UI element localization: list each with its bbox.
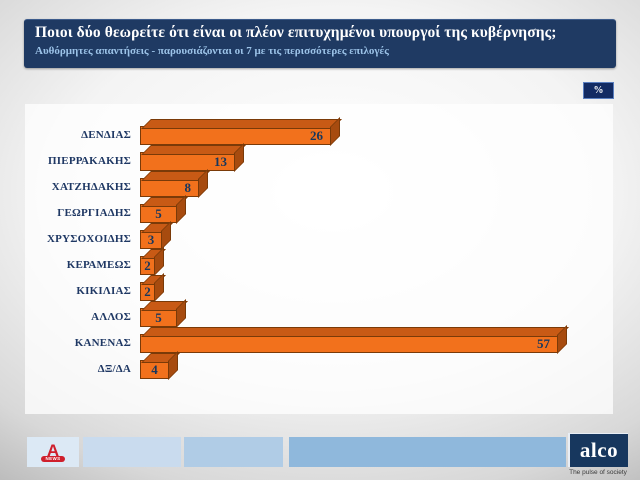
bar: 13 bbox=[140, 151, 235, 171]
alco-tagline: The pulse of society bbox=[569, 469, 627, 476]
chart-row: ΔΕΝΔΙΑΣ 26 bbox=[25, 122, 613, 148]
category-label: ΠΙΕΡΡΑΚΑΚΗΣ bbox=[48, 155, 131, 167]
category-label: ΚΑΝΕΝΑΣ bbox=[74, 337, 131, 349]
question-title-box: Ποιοι δύο θεωρείτε ότι είναι οι πλέον επ… bbox=[24, 19, 616, 68]
bar-chart: ΔΕΝΔΙΑΣ 26 ΠΙΕΡΡΑΚΑΚΗΣ 13 ΧΑΤΖΗΔΑΚΗΣ 8 ΓΕΩΡΓΙΑ… bbox=[25, 122, 613, 382]
bar-value: 2 bbox=[144, 283, 151, 299]
footer-segment-2 bbox=[83, 437, 181, 467]
category-label: ΧΡΥΣΟΧΟΙΔΗΣ bbox=[47, 233, 131, 245]
category-label: ΓΕΩΡΓΙΑΔΗΣ bbox=[57, 207, 131, 219]
bar: 5 bbox=[140, 307, 177, 327]
bar: 2 bbox=[140, 281, 155, 301]
chart-row: ΔΞ/ΔΑ 4 bbox=[25, 356, 613, 382]
category-label: ΔΕΝΔΙΑΣ bbox=[81, 129, 131, 141]
chart-row: ΧΡΥΣΟΧΟΙΔΗΣ 3 bbox=[25, 226, 613, 252]
category-label: ΔΞ/ΔΑ bbox=[97, 363, 131, 375]
footer-segment-4 bbox=[289, 437, 566, 467]
bar-value: 8 bbox=[184, 179, 192, 195]
alpha-letter-icon: A bbox=[46, 440, 60, 460]
chart-row: ΑΛΛΟΣ 5 bbox=[25, 304, 613, 330]
category-label: ΧΑΤΖΗΔΑΚΗΣ bbox=[51, 181, 131, 193]
chart-row: ΚΑΝΕΝΑΣ 57 bbox=[25, 330, 613, 356]
bar: 8 bbox=[140, 177, 199, 197]
chart-row: ΧΑΤΖΗΔΑΚΗΣ 8 bbox=[25, 174, 613, 200]
category-label: ΑΛΛΟΣ bbox=[91, 311, 131, 323]
chart-row: ΠΙΕΡΡΑΚΑΚΗΣ 13 bbox=[25, 148, 613, 174]
bar: 5 bbox=[140, 203, 177, 223]
alpha-news-logo: A NEWS bbox=[27, 437, 79, 467]
plot-area bbox=[25, 104, 613, 414]
question-subtitle: Αυθόρμητες απαντήσεις - παρουσιάζονται ο… bbox=[35, 45, 389, 57]
bar: 2 bbox=[140, 255, 155, 275]
category-label: ΚΕΡΑΜΕΩΣ bbox=[66, 259, 131, 271]
bar-value: 4 bbox=[151, 361, 158, 377]
footer-segment-1 bbox=[27, 437, 79, 467]
bar-value: 2 bbox=[144, 257, 151, 273]
bar-value: 5 bbox=[155, 309, 162, 325]
bar: 26 bbox=[140, 125, 331, 145]
bar-value: 3 bbox=[147, 231, 155, 247]
bar-value: 13 bbox=[214, 153, 227, 169]
bar-value: 57 bbox=[537, 335, 550, 351]
footer-segment-3 bbox=[184, 437, 283, 467]
category-label: ΚΙΚΙΛΙΑΣ bbox=[76, 285, 131, 297]
bar: 57 bbox=[140, 333, 558, 353]
chart-row: ΓΕΩΡΓΙΑΔΗΣ 5 bbox=[25, 200, 613, 226]
alco-logo: alco bbox=[568, 433, 628, 467]
bar-value: 26 bbox=[310, 127, 323, 143]
percent-unit-badge: % bbox=[583, 82, 614, 99]
chart-row: ΚΙΚΙΛΙΑΣ 2 bbox=[25, 278, 613, 304]
alco-logo-name: alco bbox=[579, 438, 619, 462]
bar: 3 bbox=[140, 229, 162, 249]
chart-row: ΚΕΡΑΜΕΩΣ 2 bbox=[25, 252, 613, 278]
question-title: Ποιοι δύο θεωρείτε ότι είναι οι πλέον επ… bbox=[35, 24, 557, 41]
bar: 4 bbox=[140, 359, 169, 379]
bar-value: 5 bbox=[155, 205, 162, 221]
alpha-news-label: NEWS bbox=[41, 455, 65, 462]
